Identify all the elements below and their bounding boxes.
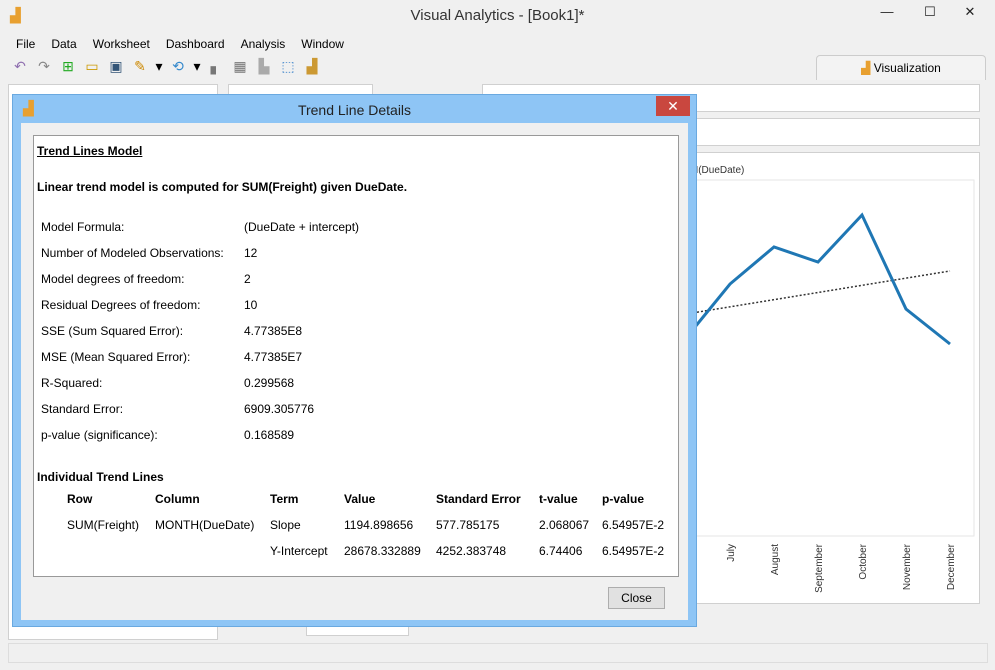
status-bar xyxy=(8,643,988,663)
stat-label: Model degrees of freedom: xyxy=(41,272,185,286)
title-bar: ▟ Visual Analytics - [Book1]* — ☐ ✕ xyxy=(0,0,995,32)
tab-visualization[interactable]: ▟ Visualization xyxy=(816,55,986,80)
table-cell: Y-Intercept xyxy=(270,544,328,558)
column-header: t-value xyxy=(539,492,578,506)
open-icon[interactable]: ▭ xyxy=(85,58,99,74)
column-header: Column xyxy=(155,492,200,506)
menu-file[interactable]: File xyxy=(16,37,36,51)
undo-icon[interactable]: ↶ xyxy=(14,58,26,74)
stat-label: Number of Modeled Observations: xyxy=(41,246,224,260)
stat-value: 6909.305776 xyxy=(244,402,315,416)
app-logo-icon: ▟ xyxy=(23,100,34,116)
dialog-title: Trend Line Details xyxy=(297,102,412,118)
menu-window[interactable]: Window xyxy=(301,37,344,51)
dialog-title-bar: ▟ Trend Line Details ✕ xyxy=(13,95,696,123)
stat-label: MSE (Mean Squared Error): xyxy=(41,350,191,364)
stat-value: 12 xyxy=(244,246,258,260)
stat-value: 4.77385E7 xyxy=(244,350,303,364)
add-dashboard-icon[interactable]: ▦ xyxy=(233,58,247,74)
menu-analysis[interactable]: Analysis xyxy=(240,37,286,51)
stat-value: 10 xyxy=(244,298,258,312)
x-tick-label: July xyxy=(726,544,737,562)
window-title: Visual Analytics - [Book1]* xyxy=(410,7,585,24)
menu-worksheet[interactable]: Worksheet xyxy=(92,37,150,51)
column-header: H(DueDate) xyxy=(691,165,745,176)
visualization-icon: ▟ xyxy=(861,61,871,75)
connect-icon[interactable]: ✎ xyxy=(134,58,146,74)
dialog-close-button[interactable]: ✕ xyxy=(656,96,690,116)
x-tick-label: October xyxy=(858,543,869,579)
stat-label: Residual Degrees of freedom: xyxy=(41,298,201,312)
series-line xyxy=(684,212,951,346)
stat-value: 4.77385E8 xyxy=(244,324,303,338)
table-cell: 6.74406 xyxy=(539,544,583,558)
stat-label: SSE (Sum Squared Error): xyxy=(41,324,184,338)
table-cell: MONTH(DueDate) xyxy=(155,518,255,532)
menu-bar: File Data Worksheet Dashboard Analysis Window xyxy=(8,34,988,54)
refresh-icon[interactable]: ⟲ xyxy=(172,58,184,74)
stat-value: 0.299568 xyxy=(244,376,295,390)
stat-value: (DueDate + intercept) xyxy=(244,220,360,234)
table-cell: 28678.332889 xyxy=(344,544,421,558)
x-tick-label: December xyxy=(946,543,957,590)
x-tick-label: August xyxy=(770,544,781,575)
stat-label: Model Formula: xyxy=(41,220,125,234)
stat-value: 0.168589 xyxy=(244,428,295,442)
trend-line-details-dialog: ▟ Trend Line Details ✕ Trend Lines Model… xyxy=(12,94,697,627)
chevron-down-icon[interactable]: ▾ xyxy=(155,58,163,74)
column-header: Term xyxy=(270,492,299,506)
column-header: Row xyxy=(67,492,93,506)
stat-label: Standard Error: xyxy=(41,402,124,416)
clear-icon[interactable]: ⬚ xyxy=(281,58,295,74)
table-cell: 6.54957E-2 xyxy=(602,544,665,558)
column-header: Value xyxy=(344,492,376,506)
dialog-body: Trend Lines Model Linear trend model is … xyxy=(21,123,688,620)
close-dialog-button[interactable]: Close xyxy=(608,587,665,609)
table-cell: 2.068067 xyxy=(539,518,590,532)
chart-icon[interactable]: ▙ xyxy=(258,58,270,74)
model-summary: Linear trend model is computed for SUM(F… xyxy=(37,180,408,194)
stat-label: R-Squared: xyxy=(41,376,103,390)
trend-line xyxy=(696,270,951,313)
individual-trend-lines-heading: Individual Trend Lines xyxy=(37,470,164,484)
x-tick-label: September xyxy=(814,543,825,593)
table-cell: 6.54957E-2 xyxy=(602,518,665,532)
maximize-button[interactable]: ☐ xyxy=(924,4,936,19)
menu-data[interactable]: Data xyxy=(51,37,77,51)
minimize-button[interactable]: — xyxy=(880,4,894,19)
app-logo-icon: ▟ xyxy=(10,7,21,23)
column-header: p-value xyxy=(602,492,645,506)
x-tick-label: November xyxy=(902,543,913,590)
table-cell: 4252.383748 xyxy=(436,544,507,558)
close-button[interactable]: ✕ xyxy=(964,4,976,19)
new-icon[interactable]: ⊞ xyxy=(62,58,74,74)
table-cell: 577.785175 xyxy=(436,518,500,532)
add-sheet-icon[interactable]: ▖ xyxy=(210,58,222,74)
table-cell: Slope xyxy=(270,518,301,532)
stat-label: p-value (significance): xyxy=(41,428,158,442)
redo-icon[interactable]: ↷ xyxy=(38,58,50,74)
table-cell: SUM(Freight) xyxy=(67,518,140,532)
toolbar: ↶ ↷ ⊞ ▭ ▣ ✎ ▾ ⟲ ▾ ▖ ▦ ▙ ⬚ ▟ xyxy=(8,56,324,80)
stat-value: 2 xyxy=(244,272,251,286)
export-icon[interactable]: ▟ xyxy=(306,58,318,74)
trend-model-heading: Trend Lines Model xyxy=(37,144,143,158)
save-icon[interactable]: ▣ xyxy=(109,58,123,74)
menu-dashboard[interactable]: Dashboard xyxy=(165,37,225,51)
plot-frame xyxy=(685,179,975,537)
column-header: Standard Error xyxy=(436,492,521,506)
details-content: Trend Lines Model Linear trend model is … xyxy=(33,135,679,577)
table-cell: 1194.898656 xyxy=(344,518,414,532)
chevron-down-icon[interactable]: ▾ xyxy=(193,58,201,74)
